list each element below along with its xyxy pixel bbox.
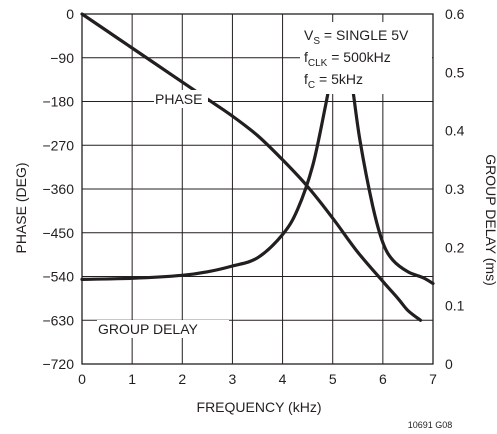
x-tick-label: 0 <box>78 371 86 387</box>
y-right-tick-label: 0.3 <box>445 181 465 197</box>
condition-fclk: fCLK = 500kHz <box>304 49 391 69</box>
y-left-tick-label: −450 <box>42 225 74 241</box>
y-right-tick-label: 0 <box>445 356 453 372</box>
group-delay-label-mask <box>97 320 229 338</box>
y-right-tick-label: 0.2 <box>445 239 465 255</box>
y-right-tick-label: 0.5 <box>445 64 465 80</box>
plot-frame <box>81 13 434 365</box>
y-left-tick-label: 0 <box>66 6 74 22</box>
y-left-tick-label: −360 <box>42 181 74 197</box>
y-left-tick-label: −630 <box>42 312 74 328</box>
x-tick-label: 5 <box>329 371 337 387</box>
x-tick-label: 2 <box>178 371 186 387</box>
phase-label: PHASE <box>155 91 202 107</box>
phase-curve <box>80 12 423 322</box>
phase-label-mask <box>154 90 208 108</box>
plot-border <box>81 13 434 365</box>
group-delay-label: GROUP DELAY <box>98 321 199 337</box>
y-right-tick-label: 0.1 <box>445 298 465 314</box>
x-tick-label: 7 <box>429 371 437 387</box>
y-left-tick-label: −720 <box>42 356 74 372</box>
y-right-axis-title: GROUP DELAY (ms) <box>483 154 497 285</box>
y-left-axis-title: PHASE (DEG) <box>13 162 29 253</box>
figure-code: 10691 G08 <box>408 420 453 430</box>
x-tick-label: 3 <box>229 371 237 387</box>
condition-fc: fC = 5kHz <box>304 71 363 91</box>
y-left-tick-label: −540 <box>42 269 74 285</box>
y-right-tick-labels: 0.6 0.5 0.4 0.3 0.2 0.1 0 <box>445 6 465 372</box>
y-right-tick-label: 0.4 <box>445 123 465 139</box>
y-left-tick-labels: 0 −90 −180 −270 −360 −450 −540 −630 −720 <box>42 6 74 372</box>
condition-vs: VS = SINGLE 5V <box>304 27 409 47</box>
x-axis-title: FREQUENCY (kHz) <box>197 399 322 415</box>
x-tick-label: 4 <box>279 371 287 387</box>
conditions-box-mask <box>300 22 432 94</box>
y-left-tick-label: −270 <box>42 137 74 153</box>
y-left-tick-label: −90 <box>50 50 74 66</box>
x-tick-label: 1 <box>128 371 136 387</box>
x-tick-labels: 0 1 2 3 4 5 6 7 <box>78 371 437 387</box>
x-tick-label: 6 <box>379 371 387 387</box>
y-left-tick-label: −180 <box>42 94 74 110</box>
y-right-tick-label: 0.6 <box>445 6 465 22</box>
